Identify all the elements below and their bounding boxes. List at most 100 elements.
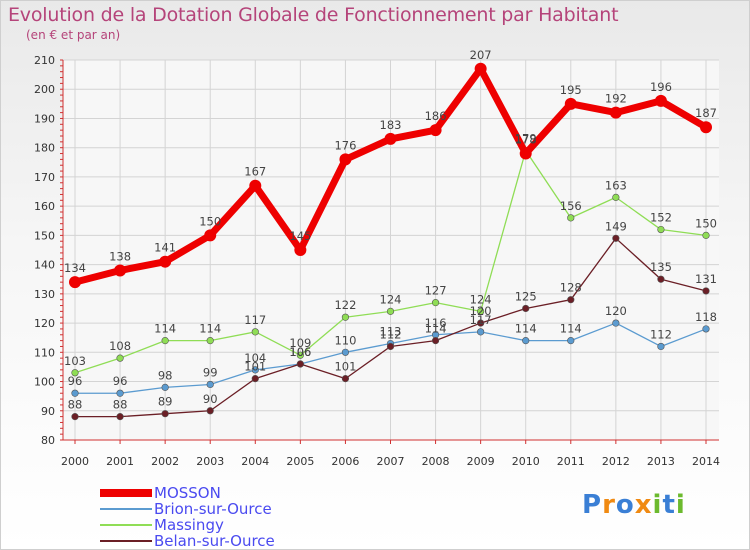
data-point: [161, 337, 169, 345]
data-point: [341, 348, 350, 356]
x-tick-label: 2001: [106, 455, 134, 468]
data-point: [612, 234, 620, 242]
y-tick-label: 90: [41, 405, 55, 418]
data-label: 104: [244, 351, 266, 365]
data-point: [657, 275, 665, 283]
data-point: [477, 307, 485, 315]
x-tick-label: 2010: [512, 455, 540, 468]
x-tick-label: 2008: [422, 455, 450, 468]
legend-item: MOSSON: [100, 485, 340, 501]
y-tick-label: 210: [34, 54, 55, 67]
data-point: [477, 328, 485, 336]
data-point: [700, 121, 712, 134]
legend-label: MOSSON: [154, 484, 221, 502]
data-point: [296, 351, 304, 359]
data-point: [251, 328, 259, 336]
legend-item: Brion-sur-Ource: [100, 501, 340, 517]
data-label: 179: [515, 132, 537, 146]
data-point: [657, 342, 665, 351]
data-label: 152: [650, 211, 672, 225]
data-point: [71, 389, 79, 397]
data-label: 89: [158, 395, 173, 409]
data-label: 122: [334, 298, 356, 312]
data-label: 128: [560, 281, 582, 295]
data-label: 88: [113, 398, 128, 412]
data-label: 145: [289, 229, 311, 243]
data-point: [341, 313, 350, 321]
data-label: 178: [515, 133, 537, 147]
y-tick-label: 160: [34, 200, 55, 213]
data-point: [612, 193, 620, 201]
data-point: [567, 337, 575, 345]
data-label: 207: [470, 48, 492, 62]
x-tick-label: 2003: [196, 455, 224, 468]
data-point: [654, 94, 667, 107]
x-tick-label: 2011: [557, 455, 585, 468]
data-label: 124: [470, 292, 492, 306]
data-label: 163: [605, 178, 627, 192]
data-point: [477, 319, 485, 327]
data-label: 108: [109, 339, 131, 353]
data-label: 118: [695, 310, 717, 324]
chart-title: Evolution de la Dotation Globale de Fonc…: [8, 4, 619, 26]
data-label: 117: [470, 313, 492, 327]
data-label: 150: [199, 214, 221, 228]
data-label: 156: [560, 199, 582, 213]
data-label: 96: [113, 374, 128, 388]
x-tick-label: 2000: [61, 455, 89, 468]
data-label: 116: [425, 316, 447, 330]
x-tick-label: 2006: [331, 455, 359, 468]
data-label: 167: [244, 165, 266, 179]
legend-label: Belan-sur-Ource: [154, 532, 275, 550]
data-label: 114: [560, 322, 582, 336]
y-tick-label: 200: [34, 83, 55, 96]
x-tick-label: 2012: [602, 455, 630, 468]
data-label: 90: [203, 392, 218, 406]
data-point: [702, 287, 710, 295]
data-label: 131: [695, 272, 717, 286]
data-point: [116, 389, 124, 397]
data-point: [296, 360, 304, 368]
data-label: 98: [158, 368, 173, 382]
legend-swatch: [100, 508, 152, 510]
data-label: 110: [334, 333, 356, 347]
data-label: 186: [425, 109, 447, 123]
data-point: [339, 153, 352, 166]
data-label: 114: [425, 322, 447, 336]
legend-swatch: [100, 540, 152, 542]
data-label: 176: [334, 138, 356, 152]
y-tick-label: 110: [34, 346, 55, 359]
data-point: [251, 366, 259, 374]
data-point: [519, 147, 532, 160]
data-point: [474, 62, 487, 75]
data-label: 113: [380, 325, 402, 339]
data-label: 103: [64, 354, 86, 368]
data-label: 106: [289, 345, 311, 359]
data-label: 124: [380, 292, 402, 306]
data-label: 187: [695, 106, 717, 120]
data-point: [431, 299, 440, 307]
data-point: [251, 375, 259, 383]
data-label: 114: [154, 322, 176, 336]
data-point: [294, 244, 307, 256]
data-label: 109: [289, 336, 311, 350]
data-label: 150: [695, 216, 717, 230]
data-label: 101: [244, 360, 266, 374]
data-label: 114: [515, 322, 537, 336]
y-tick-label: 80: [41, 434, 55, 447]
x-tick-label: 2005: [286, 455, 314, 468]
data-point: [384, 132, 397, 145]
data-point: [429, 124, 442, 137]
data-point: [702, 325, 710, 333]
data-label: 192: [605, 92, 627, 106]
x-tick-label: 2013: [647, 455, 675, 468]
legend-label: Massingy: [154, 516, 224, 534]
y-tick-label: 150: [34, 229, 55, 242]
data-point: [249, 179, 262, 192]
data-point: [386, 342, 395, 351]
x-tick-label: 2014: [692, 455, 720, 468]
data-label: 120: [470, 304, 492, 318]
data-point: [206, 407, 214, 415]
data-point: [116, 413, 124, 421]
